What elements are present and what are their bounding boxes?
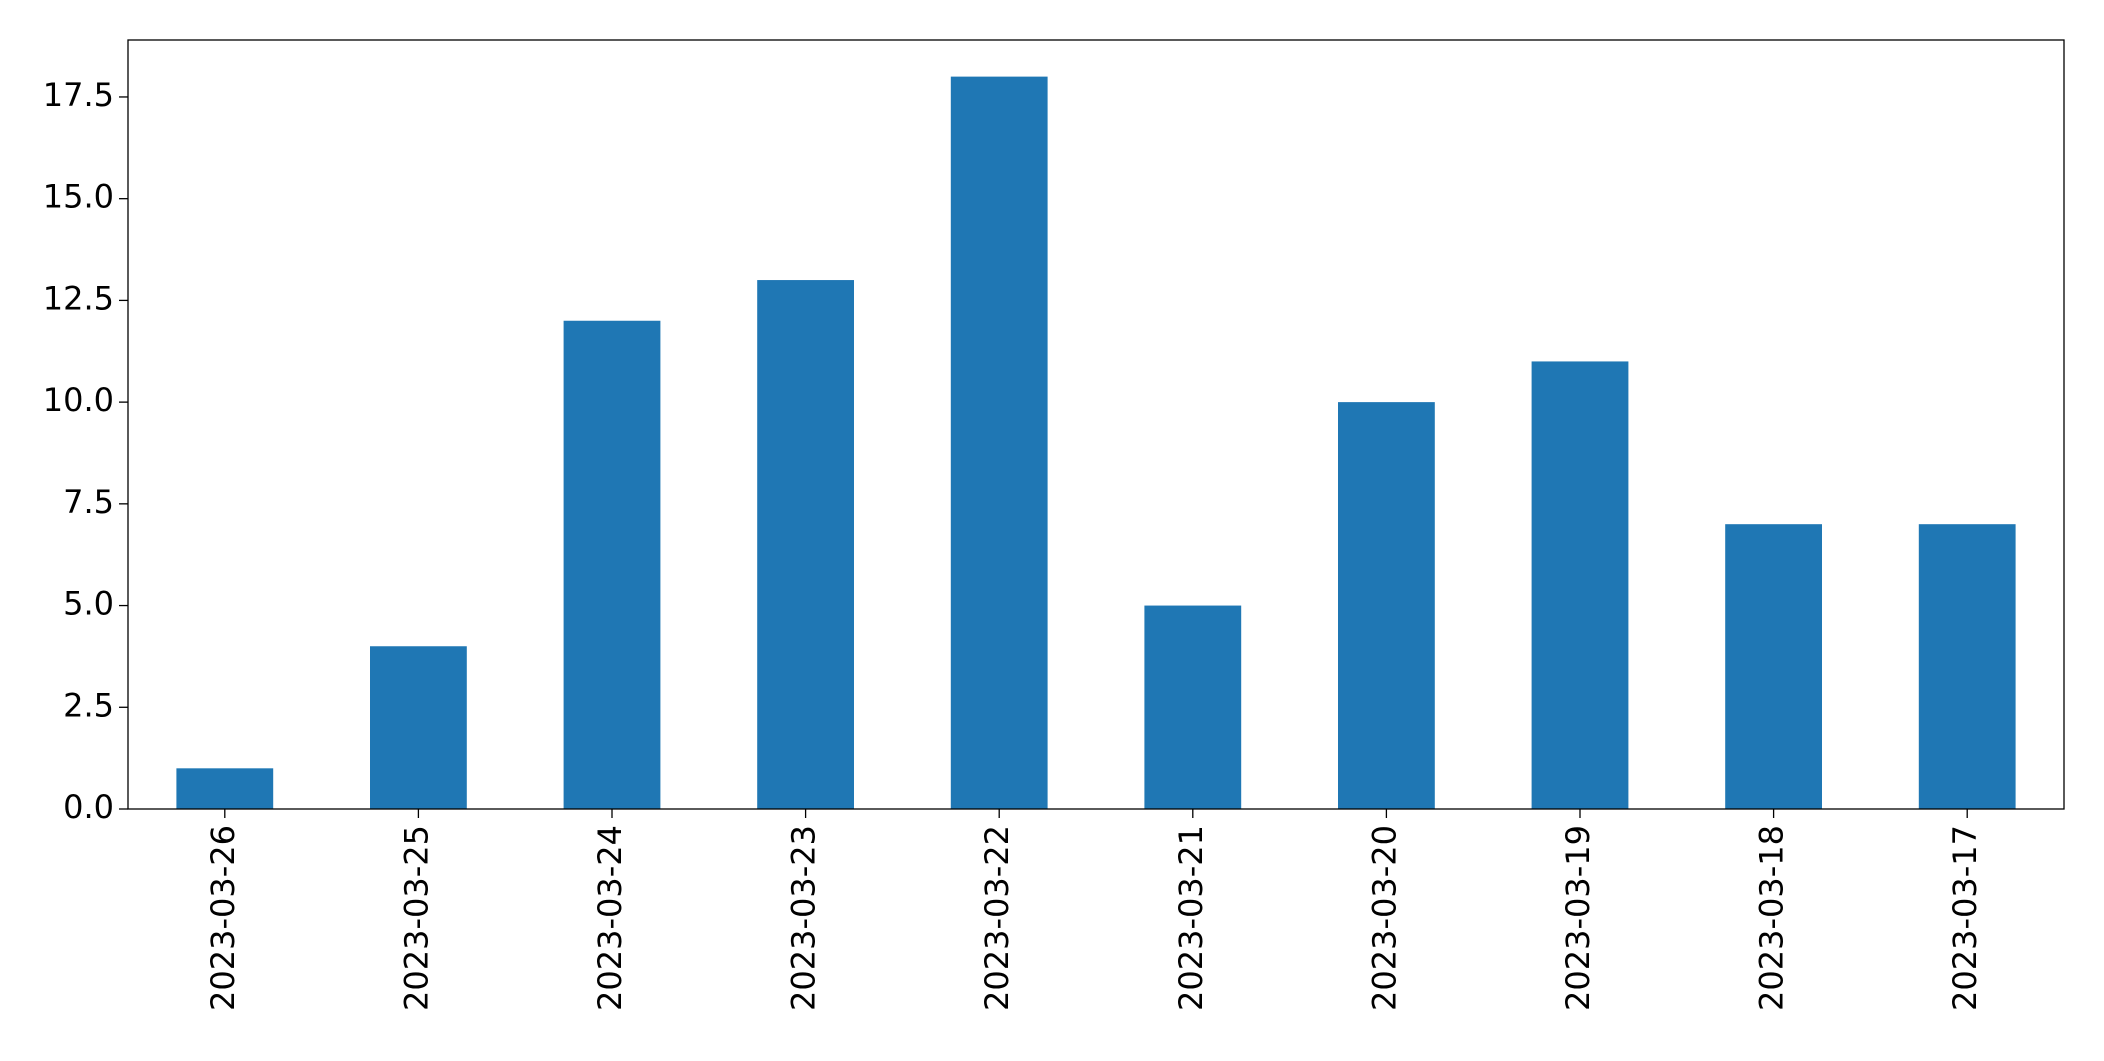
bar: [1725, 524, 1822, 809]
plot-frame: [127, 39, 2065, 810]
x-tick-label: 2023-03-26: [204, 825, 242, 1011]
x-tick-label: 2023-03-25: [397, 825, 435, 1011]
y-tick-label: 10.0: [43, 381, 114, 419]
x-tick-label: 2023-03-23: [785, 825, 823, 1011]
y-tick-label: 0.0: [63, 788, 114, 826]
bar: [370, 646, 467, 809]
x-tick-label: 2023-03-20: [1365, 825, 1403, 1011]
y-tick-label: 5.0: [63, 585, 114, 623]
bar: [1531, 361, 1629, 809]
x-tick-label: 2023-03-19: [1559, 825, 1597, 1011]
bar: [1144, 605, 1242, 809]
y-tick-label: 7.5: [63, 483, 114, 521]
bar: [1918, 524, 2016, 809]
y-tick-label: 12.5: [43, 279, 114, 317]
x-tick-label: 2023-03-22: [978, 825, 1016, 1011]
y-tick-label: 15.0: [43, 178, 114, 216]
x-tick-label: 2023-03-18: [1753, 825, 1791, 1011]
x-tick-label: 2023-03-21: [1172, 825, 1210, 1011]
bar: [176, 768, 274, 809]
x-tick-label: 2023-03-24: [591, 825, 629, 1011]
bar: [1338, 402, 1435, 809]
bar: [757, 280, 854, 809]
y-tick-label: 17.5: [43, 76, 114, 114]
bar: [950, 76, 1048, 810]
y-tick-label: 2.5: [63, 686, 114, 724]
bar: [563, 320, 661, 809]
x-tick-label: 2023-03-17: [1946, 825, 1984, 1011]
